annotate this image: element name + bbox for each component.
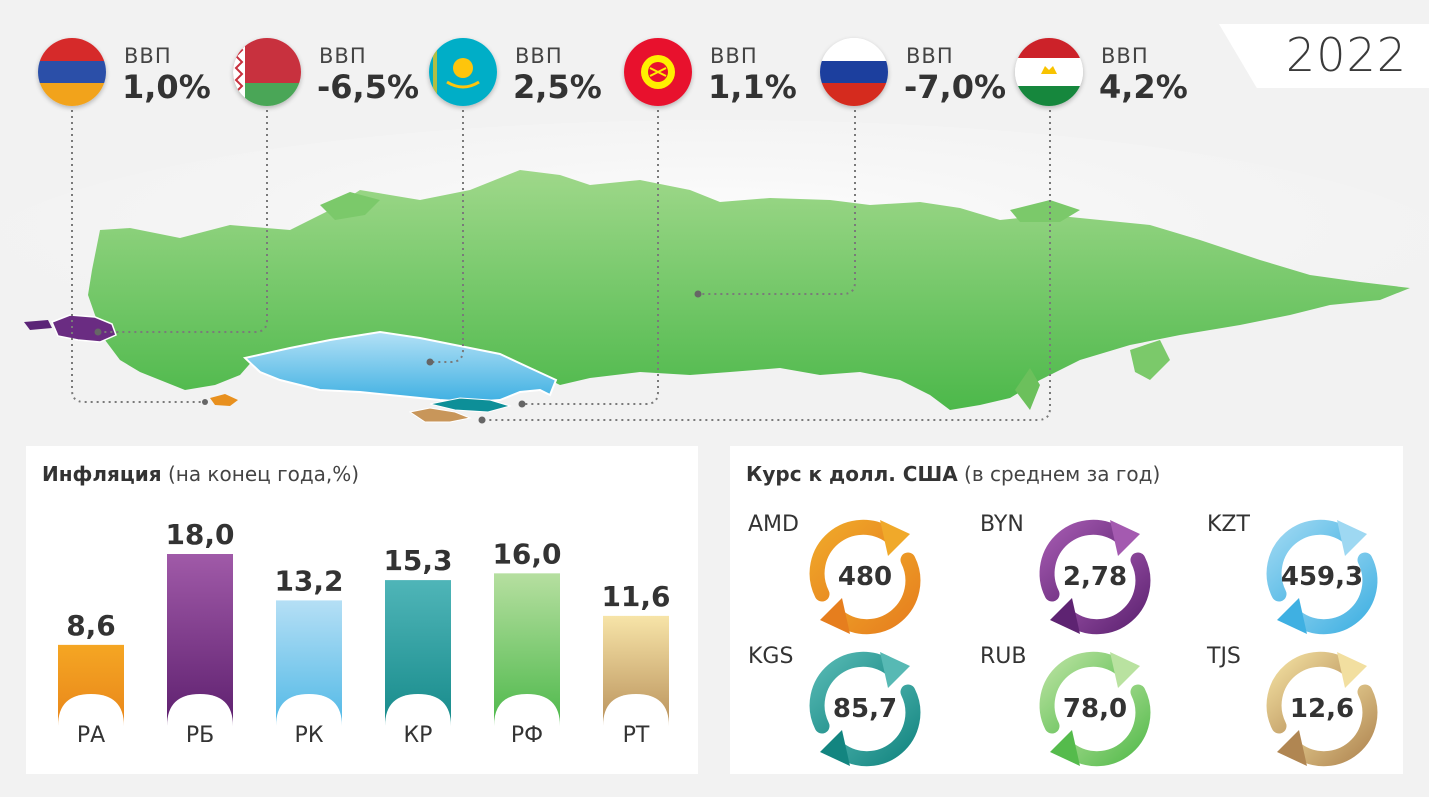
gdp-label: ВВП xyxy=(906,44,954,68)
currency-code-rub: RUB xyxy=(980,644,1027,669)
value-label-2: 13,2 xyxy=(274,564,343,597)
bar-arch-2 xyxy=(276,694,342,728)
rate-title: Курс к долл. США (в среднем за год) xyxy=(746,462,1160,486)
currency-rate-amd: 480 xyxy=(800,512,930,642)
category-label-0: РА xyxy=(77,723,105,748)
inflation-panel: Инфляция (на конец года,%) РА 8,6 РБ 18,0 РК… xyxy=(26,446,698,774)
value-label-4: 16,0 xyxy=(492,537,561,570)
cycle-arrows-icon xyxy=(1039,519,1151,635)
gdp-value: 4,2% xyxy=(1099,68,1188,106)
gdp-value: 1,1% xyxy=(708,68,797,106)
currency-rate-rub: 78,0 xyxy=(1030,644,1160,774)
gdp-label: ВВП xyxy=(319,44,367,68)
cycle-arrows-icon xyxy=(809,519,921,635)
belarus-shape xyxy=(51,314,117,343)
gdp-label: ВВП xyxy=(124,44,172,68)
category-label-2: РК xyxy=(295,723,324,748)
armenia-shape xyxy=(210,394,238,406)
currency-rate-byn: 2,78 xyxy=(1030,512,1160,642)
category-label-4: РФ xyxy=(511,723,543,748)
belarus-flag-icon xyxy=(233,38,301,106)
bar-arch-1 xyxy=(167,694,233,728)
inflation-title-rest: (на конец года,%) xyxy=(167,462,360,486)
region-map xyxy=(0,110,1429,424)
cycle-arrows-icon xyxy=(809,651,921,767)
gdp-label: ВВП xyxy=(515,44,563,68)
currency-value: 85,7 xyxy=(832,694,898,724)
tajikistan-shape xyxy=(408,407,472,423)
currency-value: 78,0 xyxy=(1062,694,1128,724)
gdp-label: ВВП xyxy=(1101,44,1149,68)
kazakhstan-shape xyxy=(242,330,558,404)
value-label-0: 8,6 xyxy=(66,609,116,642)
armenia-flag-icon xyxy=(38,38,106,106)
inflation-title: Инфляция (на конец года,%) xyxy=(42,462,359,486)
inflation-title-bold: Инфляция xyxy=(42,462,162,486)
gdp-value: -6,5% xyxy=(317,68,420,106)
currency-value: 2,78 xyxy=(1062,562,1128,592)
cycle-arrows-icon xyxy=(1266,519,1378,635)
rate-title-bold: Курс к долл. США xyxy=(746,462,958,486)
inflation-bar-chart: РА 8,6 РБ 18,0 РК 13,2 КР 15,3 РФ 16,0 РТ 11,6 xyxy=(58,518,671,748)
category-label-5: РТ xyxy=(623,723,650,748)
year-label: 2022 xyxy=(1285,28,1407,82)
currency-rate-kzt: 459,3 xyxy=(1257,512,1387,642)
year-box xyxy=(1219,24,1429,88)
bar-arch-5 xyxy=(603,694,669,728)
currency-value: 480 xyxy=(837,562,893,592)
kyrgyzstan-flag-icon xyxy=(624,38,692,106)
kyrgyzstan-shape xyxy=(429,397,512,413)
russia-shape xyxy=(88,170,1410,410)
bar-arch-3 xyxy=(385,694,451,728)
value-label-1: 18,0 xyxy=(165,518,234,551)
russia-flag-icon xyxy=(820,38,888,106)
currency-value: 12,6 xyxy=(1289,694,1355,724)
kazakhstan-flag-icon xyxy=(429,38,497,106)
currency-code-kzt: KZT xyxy=(1207,512,1250,537)
tajikistan-flag-icon xyxy=(1015,38,1083,106)
gdp-label: ВВП xyxy=(710,44,758,68)
gdp-value: 1,0% xyxy=(122,68,211,106)
exchange-rate-panel: Курс к долл. США (в среднем за год) AMD 4… xyxy=(730,446,1403,774)
gdp-value: 2,5% xyxy=(513,68,602,106)
gdp-value: -7,0% xyxy=(904,68,1007,106)
currency-rate-kgs: 85,7 xyxy=(800,644,930,774)
bar-arch-4 xyxy=(494,694,560,728)
cycle-arrows-icon xyxy=(1039,651,1151,767)
cycle-arrows-icon xyxy=(1266,651,1378,767)
currency-code-byn: BYN xyxy=(980,512,1024,537)
value-label-5: 11,6 xyxy=(601,580,670,613)
currency-rate-tjs: 12,6 xyxy=(1257,644,1387,774)
category-label-1: РБ xyxy=(186,723,214,748)
value-label-3: 15,3 xyxy=(383,544,452,577)
category-label-3: КР xyxy=(404,723,433,748)
bar-arch-0 xyxy=(58,694,124,728)
currency-value: 459,3 xyxy=(1280,562,1364,592)
top-section: 2022 xyxy=(0,24,1429,424)
rate-title-rest: (в среднем за год) xyxy=(964,462,1161,486)
currency-code-tjs: TJS xyxy=(1207,644,1241,669)
currency-code-kgs: KGS xyxy=(748,644,794,669)
currency-code-amd: AMD xyxy=(748,512,799,537)
